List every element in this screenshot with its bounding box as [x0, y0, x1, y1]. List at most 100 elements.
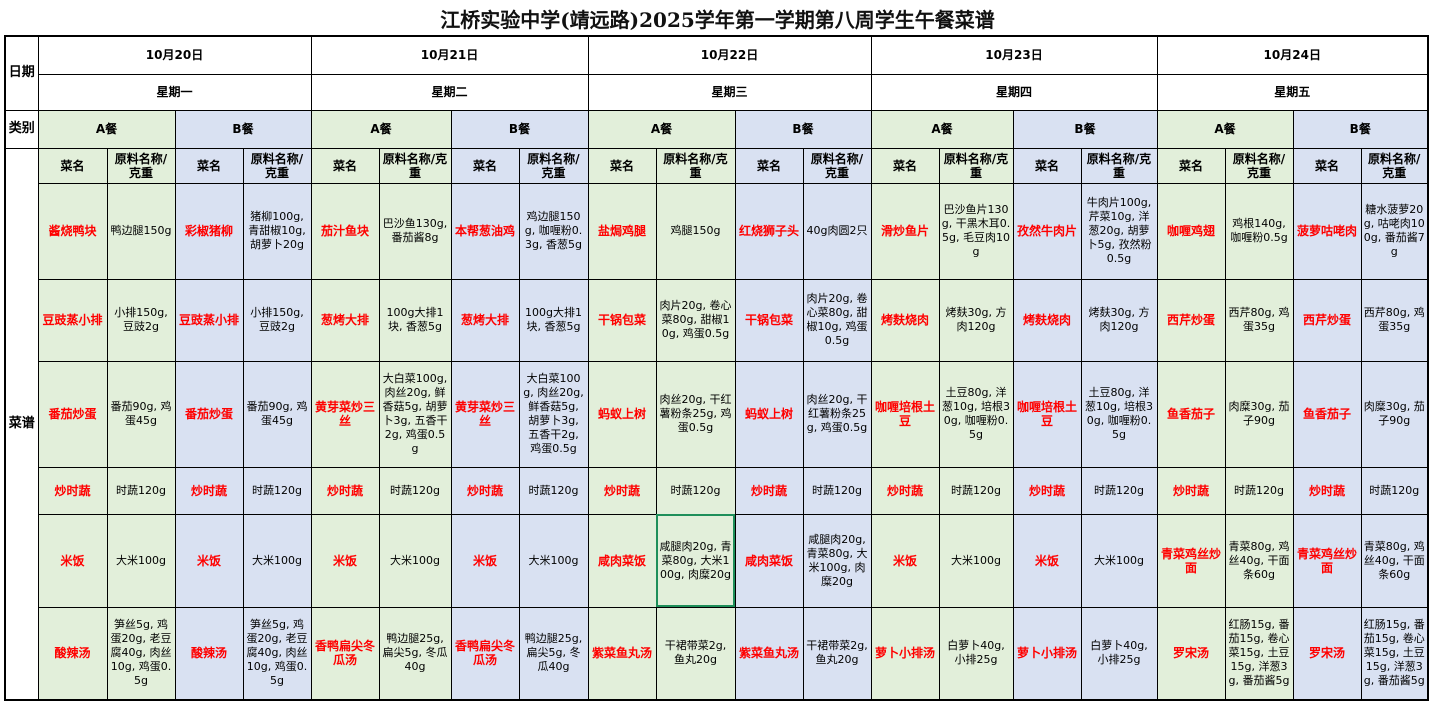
- dish-name-cell[interactable]: 滑炒鱼片: [870, 182, 940, 280]
- ingredient-header[interactable]: 原料名称/克重: [106, 147, 176, 184]
- ingredient-cell[interactable]: 小排150g, 豆豉2g: [242, 278, 312, 362]
- ingredient-cell[interactable]: 红肠15g, 番茄15g, 卷心菜15g, 土豆15g, 洋葱3g, 番茄酱5g: [1224, 606, 1294, 701]
- ingredient-cell[interactable]: 100g大排1块, 香葱5g: [378, 278, 452, 362]
- date-cell[interactable]: 10月24日: [1156, 35, 1429, 75]
- dish-name-header[interactable]: 菜名: [174, 147, 244, 184]
- ingredient-cell[interactable]: 鸭边腿25g, 扁尖5g, 冬瓜40g: [518, 606, 589, 701]
- dish-name-cell[interactable]: 炒时蔬: [37, 466, 108, 515]
- meal-b-header[interactable]: B餐: [1292, 109, 1429, 149]
- dish-name-cell[interactable]: 鱼香茄子: [1292, 360, 1362, 468]
- dish-name-cell[interactable]: 干锅包菜: [587, 278, 657, 362]
- meal-a-header[interactable]: A餐: [587, 109, 736, 149]
- ingredient-cell[interactable]: 青菜80g, 鸡丝40g, 干面条60g: [1360, 513, 1429, 608]
- ingredient-cell[interactable]: 大米100g: [938, 513, 1014, 608]
- ingredient-cell[interactable]: 笋丝5g, 鸡蛋20g, 老豆腐40g, 肉丝10g, 鸡蛋0.5g: [106, 606, 176, 701]
- ingredient-header[interactable]: 原料名称/克重: [242, 147, 312, 184]
- ingredient-cell[interactable]: 巴沙鱼130g, 番茄酱8g: [378, 182, 452, 280]
- ingredient-cell[interactable]: 鸡边腿150g, 咖喱粉0.3g, 香葱5g: [518, 182, 589, 280]
- dish-name-cell[interactable]: 炒时蔬: [1156, 466, 1226, 515]
- ingredient-header[interactable]: 原料名称/克重: [802, 147, 872, 184]
- ingredient-cell[interactable]: 西芹80g, 鸡蛋35g: [1224, 278, 1294, 362]
- weekday-cell[interactable]: 星期五: [1156, 73, 1429, 111]
- dish-name-cell[interactable]: 米饭: [870, 513, 940, 608]
- ingredient-header[interactable]: 原料名称/克重: [1080, 147, 1158, 184]
- dish-name-cell[interactable]: 彩椒猪柳: [174, 182, 244, 280]
- dish-name-cell[interactable]: 咖喱鸡翅: [1156, 182, 1226, 280]
- dish-name-header[interactable]: 菜名: [1156, 147, 1226, 184]
- meal-b-header[interactable]: B餐: [734, 109, 872, 149]
- ingredient-cell[interactable]: 番茄90g, 鸡蛋45g: [242, 360, 312, 468]
- ingredient-cell[interactable]: 鸡根140g, 咖喱粉0.5g: [1224, 182, 1294, 280]
- ingredient-cell[interactable]: 大米100g: [242, 513, 312, 608]
- ingredient-cell[interactable]: 大白菜100g, 肉丝20g, 鲜香菇5g, 胡萝卜3g, 五香干2g, 鸡蛋0…: [518, 360, 589, 468]
- weekday-cell[interactable]: 星期二: [310, 73, 589, 111]
- dish-name-cell[interactable]: 咖喱培根土豆: [870, 360, 940, 468]
- dish-name-cell[interactable]: 咸肉菜饭: [587, 513, 657, 608]
- ingredient-cell[interactable]: 干裙带菜2g, 鱼丸20g: [655, 606, 736, 701]
- dish-name-cell[interactable]: 香鸭扁尖冬瓜汤: [310, 606, 380, 701]
- meal-a-header[interactable]: A餐: [1156, 109, 1294, 149]
- ingredient-cell[interactable]: 时蔬120g: [1224, 466, 1294, 515]
- dish-name-cell[interactable]: 鱼香茄子: [1156, 360, 1226, 468]
- weekday-cell[interactable]: 星期一: [37, 73, 312, 111]
- dish-name-cell[interactable]: 葱烤大排: [310, 278, 380, 362]
- dish-name-cell[interactable]: 萝卜小排汤: [1012, 606, 1082, 701]
- dish-name-cell[interactable]: 茄汁鱼块: [310, 182, 380, 280]
- dish-name-header[interactable]: 菜名: [870, 147, 940, 184]
- dish-name-cell[interactable]: 黄芽菜炒三丝: [450, 360, 520, 468]
- ingredient-cell[interactable]: 牛肉片100g, 芹菜10g, 洋葱20g, 胡萝卜5g, 孜然粉0.5g: [1080, 182, 1158, 280]
- dish-name-cell[interactable]: 炒时蔬: [734, 466, 804, 515]
- ingredient-header[interactable]: 原料名称/克重: [1224, 147, 1294, 184]
- ingredient-cell[interactable]: 烤麸30g, 方肉120g: [1080, 278, 1158, 362]
- selected-ingredient-cell[interactable]: 咸腿肉20g, 青菜80g, 大米100g, 肉糜20g: [655, 513, 736, 608]
- ingredient-cell[interactable]: 时蔬120g: [655, 466, 736, 515]
- dish-name-header[interactable]: 菜名: [37, 147, 108, 184]
- ingredient-cell[interactable]: 肉丝20g, 干红薯粉条25g, 鸡蛋0.5g: [802, 360, 872, 468]
- dish-name-cell[interactable]: 紫菜鱼丸汤: [587, 606, 657, 701]
- ingredient-cell[interactable]: 鸭边腿150g: [106, 182, 176, 280]
- dish-name-cell[interactable]: 菠萝咕咾肉: [1292, 182, 1362, 280]
- dish-name-cell[interactable]: 蚂蚁上树: [587, 360, 657, 468]
- dish-name-cell[interactable]: 西芹炒蛋: [1156, 278, 1226, 362]
- dish-name-cell[interactable]: 炒时蔬: [450, 466, 520, 515]
- dish-name-cell[interactable]: 烤麸烧肉: [1012, 278, 1082, 362]
- weekday-cell[interactable]: 星期三: [587, 73, 872, 111]
- meal-b-header[interactable]: B餐: [1012, 109, 1158, 149]
- dish-name-header[interactable]: 菜名: [734, 147, 804, 184]
- dish-name-cell[interactable]: 炒时蔬: [1292, 466, 1362, 515]
- meal-a-header[interactable]: A餐: [870, 109, 1014, 149]
- date-cell[interactable]: 10月21日: [310, 35, 589, 75]
- dish-name-header[interactable]: 菜名: [1012, 147, 1082, 184]
- dish-name-cell[interactable]: 青菜鸡丝炒面: [1156, 513, 1226, 608]
- ingredient-cell[interactable]: 巴沙鱼片130g, 干黑木耳0.5g, 毛豆肉10g: [938, 182, 1014, 280]
- ingredient-cell[interactable]: 大米100g: [1080, 513, 1158, 608]
- date-cell[interactable]: 10月23日: [870, 35, 1158, 75]
- ingredient-cell[interactable]: 鸭边腿25g, 扁尖5g, 冬瓜40g: [378, 606, 452, 701]
- dish-name-cell[interactable]: 炒时蔬: [1012, 466, 1082, 515]
- ingredient-cell[interactable]: 40g肉圆2只: [802, 182, 872, 280]
- dish-name-cell[interactable]: 炒时蔬: [174, 466, 244, 515]
- ingredient-cell[interactable]: 干裙带菜2g, 鱼丸20g: [802, 606, 872, 701]
- date-cell[interactable]: 10月22日: [587, 35, 872, 75]
- dish-name-cell[interactable]: 炒时蔬: [310, 466, 380, 515]
- ingredient-header[interactable]: 原料名称/克重: [655, 147, 736, 184]
- ingredient-cell[interactable]: 咸腿肉20g, 青菜80g, 大米100g, 肉糜20g: [802, 513, 872, 608]
- ingredient-cell[interactable]: 番茄90g, 鸡蛋45g: [106, 360, 176, 468]
- dish-name-cell[interactable]: 罗宋汤: [1156, 606, 1226, 701]
- date-cell[interactable]: 10月20日: [37, 35, 312, 75]
- ingredient-cell[interactable]: 大米100g: [378, 513, 452, 608]
- dish-name-cell[interactable]: 咖喱培根土豆: [1012, 360, 1082, 468]
- dish-name-cell[interactable]: 干锅包菜: [734, 278, 804, 362]
- ingredient-cell[interactable]: 西芹80g, 鸡蛋35g: [1360, 278, 1429, 362]
- ingredient-cell[interactable]: 猪柳100g, 青甜椒10g, 胡萝卜20g: [242, 182, 312, 280]
- ingredient-cell[interactable]: 土豆80g, 洋葱10g, 培根30g, 咖喱粉0.5g: [1080, 360, 1158, 468]
- dish-name-cell[interactable]: 盐焗鸡腿: [587, 182, 657, 280]
- dish-name-cell[interactable]: 番茄炒蛋: [37, 360, 108, 468]
- dish-name-cell[interactable]: 酸辣汤: [174, 606, 244, 701]
- ingredient-cell[interactable]: 时蔬120g: [378, 466, 452, 515]
- dish-name-cell[interactable]: 红烧狮子头: [734, 182, 804, 280]
- dish-name-cell[interactable]: 本帮葱油鸡: [450, 182, 520, 280]
- ingredient-cell[interactable]: 大米100g: [106, 513, 176, 608]
- dish-name-cell[interactable]: 米饭: [1012, 513, 1082, 608]
- dish-name-cell[interactable]: 米饭: [310, 513, 380, 608]
